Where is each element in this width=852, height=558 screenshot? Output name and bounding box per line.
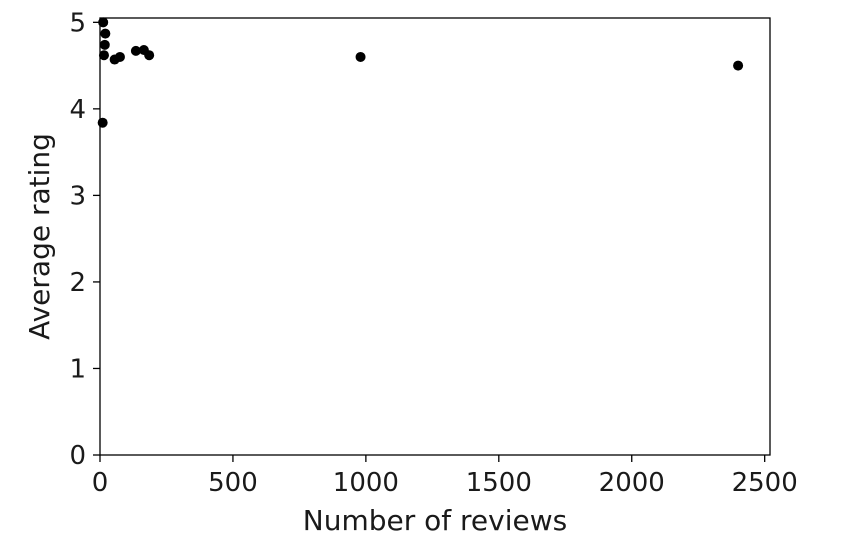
y-tick-label: 2	[69, 268, 86, 298]
data-point	[733, 60, 744, 71]
plot-area-frame	[99, 17, 771, 456]
x-tick-label: 2000	[599, 468, 665, 498]
x-axis-label: Number of reviews	[303, 504, 567, 537]
data-points	[97, 17, 744, 128]
data-point	[99, 39, 110, 50]
data-point	[97, 117, 108, 128]
data-point	[98, 50, 109, 61]
x-tick-label: 0	[92, 468, 109, 498]
data-point	[144, 50, 155, 61]
data-point	[98, 17, 109, 28]
data-point	[114, 51, 125, 62]
y-tick-label: 4	[69, 95, 86, 125]
x-axis-ticks: 0 500 1000 1500 2000 2500	[92, 455, 798, 498]
data-point	[100, 28, 111, 39]
x-tick-label: 2500	[732, 468, 798, 498]
x-tick-label: 1500	[466, 468, 532, 498]
data-point	[355, 51, 366, 62]
x-tick-label: 500	[208, 468, 258, 498]
y-tick-label: 0	[69, 441, 86, 471]
x-tick-label: 1000	[333, 468, 399, 498]
y-axis-ticks: 0 1 2 3 4 5	[69, 8, 100, 471]
data-point	[130, 45, 141, 56]
y-axis-label: Average rating	[23, 133, 56, 340]
y-tick-label: 5	[69, 8, 86, 38]
y-tick-label: 3	[69, 181, 86, 211]
y-tick-label: 1	[69, 354, 86, 384]
